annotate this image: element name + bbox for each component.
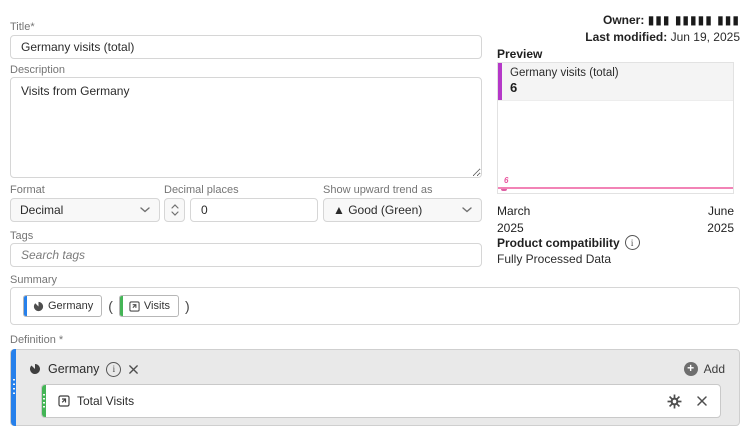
chart-x-axis: March 2025 June 2025 [497,203,734,237]
preview-card-header: Germany visits (total) 6 [498,63,733,101]
open-paren: ( [108,298,113,314]
chart-line [498,187,733,189]
preview-card-value: 6 [510,80,518,95]
summary-metric-name: Visits [143,300,171,312]
trend-value: ▲ Good (Green) [333,203,423,217]
format-value: Decimal [20,203,64,217]
add-icon: + [683,362,698,376]
axis-end-month: June [707,204,734,218]
description-textarea[interactable]: Visits from Germany [10,77,482,178]
gear-icon[interactable] [667,394,682,409]
segment-drag-handle[interactable] [11,349,16,426]
metric-icon [58,395,70,407]
chart-point-marker [501,187,507,191]
summary-metric-chip[interactable]: Visits [118,295,180,317]
definition-segment-name: Germany [48,362,100,376]
add-button-label: Add [703,362,725,376]
add-button[interactable]: + Add [683,362,725,376]
chart-value-label: 6 [504,176,509,185]
title-input[interactable] [10,35,482,59]
axis-start-year: 2025 [497,221,524,235]
owner-value: ▮▮▮ ▮▮▮▮▮ ▮▮▮ [647,13,740,27]
last-modified-value: Jun 19, 2025 [670,30,740,44]
chevron-down-icon [170,211,179,216]
tags-input[interactable] [10,243,482,267]
preview-chart: 6 [498,101,733,193]
remove-segment-icon[interactable] [128,364,139,375]
axis-start-month: March [497,204,531,218]
decimal-places-label: Decimal places [164,184,239,196]
remove-metric-icon[interactable] [696,395,708,407]
summary-label: Summary [10,274,58,286]
preview-card-title: Germany visits (total) [510,67,619,79]
trend-select[interactable]: ▲ Good (Green) [323,198,482,222]
metric-icon [129,300,140,312]
summary-segment-chip[interactable]: Germany [23,295,103,317]
chevron-down-icon [140,207,150,213]
definition-canvas: Germany i + Add Total Visits [10,349,740,426]
info-icon[interactable]: i [624,235,640,250]
title-label: Title* [10,21,35,33]
tags-label: Tags [10,230,34,242]
owner-line: Owner: ▮▮▮ ▮▮▮▮▮ ▮▮▮ [585,12,740,29]
axis-start: March 2025 [497,203,530,237]
product-compatibility-row: Product compatibility i [497,235,640,250]
summary-formula: Germany ( Visits ) [10,287,740,325]
metric-drag-handle[interactable] [42,385,46,417]
definition-segment-row: Germany i + Add [29,358,725,380]
owner-label: Owner: [603,13,645,27]
description-label: Description [10,64,66,76]
segment-icon [33,301,44,311]
segment-icon [29,364,40,374]
preview-label: Preview [497,47,543,61]
product-compatibility-value: Fully Processed Data [497,252,612,266]
definition-label: Definition * [10,334,64,346]
preview-accent-bar [498,63,502,100]
chevron-down-icon [462,207,472,213]
decimal-places-stepper[interactable] [164,198,185,222]
summary-segment-name: Germany [48,300,94,312]
last-modified-line: Last modified: Jun 19, 2025 [585,29,740,46]
product-compatibility-label: Product compatibility [497,235,620,250]
trend-label: Show upward trend as [323,184,433,196]
meta-info: Owner: ▮▮▮ ▮▮▮▮▮ ▮▮▮ Last modified: Jun … [585,12,740,46]
decimal-places-input[interactable] [190,198,318,222]
preview-card: Germany visits (total) 6 6 [497,62,734,194]
axis-end: June 2025 [707,203,734,237]
format-select[interactable]: Decimal [10,198,160,222]
chevron-up-icon [170,204,179,209]
definition-metric-name: Total Visits [77,394,135,408]
definition-metric-row[interactable]: Total Visits [41,384,721,418]
last-modified-label: Last modified: [585,30,668,44]
close-paren: ) [185,298,190,314]
format-label: Format [10,184,45,196]
axis-end-year: 2025 [707,221,734,235]
info-icon[interactable]: i [106,361,122,377]
